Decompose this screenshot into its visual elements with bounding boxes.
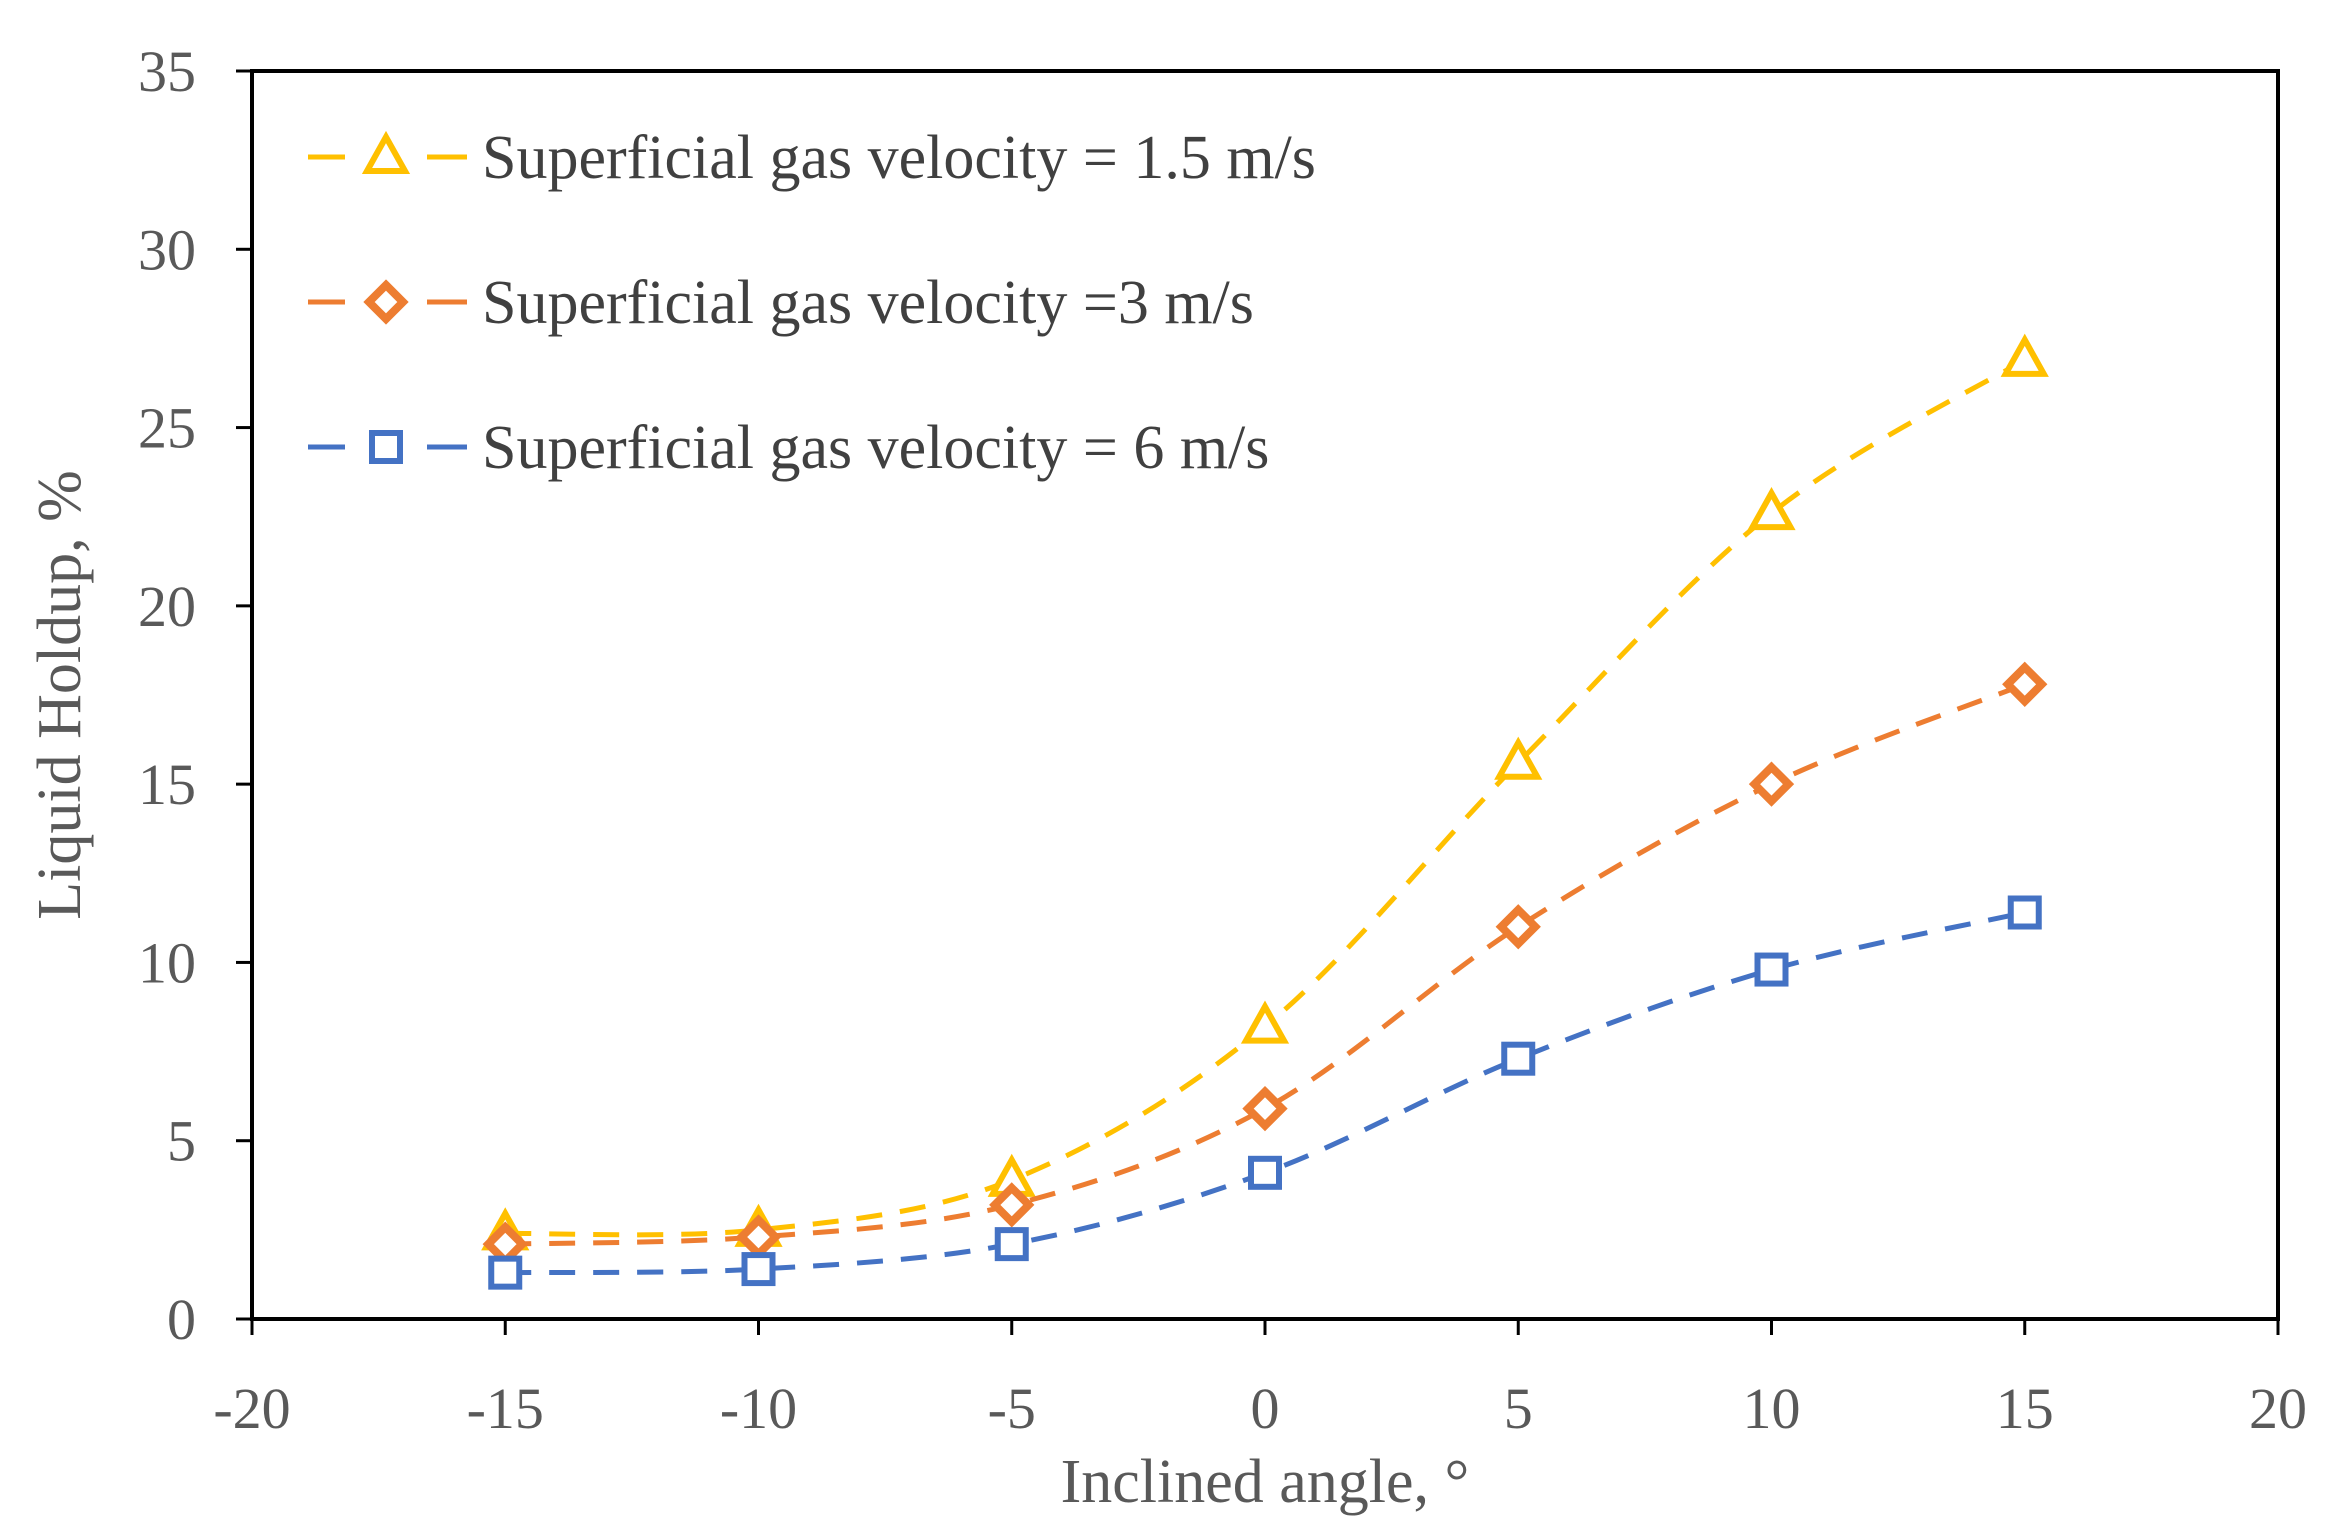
y-tick-label: 5 xyxy=(167,1109,196,1174)
legend-label: Superficial gas velocity = 6 m/s xyxy=(482,414,1269,482)
series-layer xyxy=(481,333,2049,1290)
x-tick-label: 5 xyxy=(1504,1376,1533,1441)
x-axis-ticks: -20 -15 -10 -5 0 5 10 15 20 xyxy=(213,1319,2307,1441)
x-tick-label: -20 xyxy=(213,1376,290,1441)
data-point-square xyxy=(1501,1041,1536,1076)
data-point-triangle xyxy=(2000,333,2049,377)
x-tick-label: -10 xyxy=(720,1376,797,1441)
data-point-square xyxy=(2007,895,2042,930)
y-tick-label: 0 xyxy=(167,1287,196,1352)
data-point-diamond xyxy=(1495,904,1541,950)
data-point-triangle xyxy=(1494,736,1543,780)
legend: Superficial gas velocity = 1.5 m/s Superf… xyxy=(308,124,1316,482)
legend-item-diamond: Superficial gas velocity =3 m/s xyxy=(308,269,1254,337)
legend-label: Superficial gas velocity = 1.5 m/s xyxy=(482,124,1316,192)
y-axis-ticks: 0 5 10 15 20 25 30 35 xyxy=(138,39,252,1352)
data-point-square xyxy=(1754,952,1789,987)
legend-marker-square xyxy=(369,430,403,464)
x-tick-label: 20 xyxy=(2249,1376,2307,1441)
x-tick-label: -5 xyxy=(988,1376,1036,1441)
data-point-triangle xyxy=(1240,1000,1290,1044)
legend-item-triangle: Superficial gas velocity = 1.5 m/s xyxy=(308,124,1316,192)
data-point-square xyxy=(741,1252,776,1287)
plot-area-frame xyxy=(250,69,2280,1321)
y-tick-label: 35 xyxy=(138,39,196,104)
series-square xyxy=(488,895,2042,1290)
y-tick-label: 20 xyxy=(138,574,196,639)
y-tick-label: 10 xyxy=(138,930,196,995)
legend-label: Superficial gas velocity =3 m/s xyxy=(482,269,1254,337)
series-line-triangle xyxy=(505,357,2027,1238)
y-axis-title: Liquid Holdup, % xyxy=(26,470,94,919)
y-tick-label: 15 xyxy=(138,752,196,817)
x-axis-title: Inclined angle, ° xyxy=(1061,1448,1470,1516)
data-point-diamond xyxy=(1242,1085,1288,1132)
legend-marker-diamond xyxy=(363,279,409,325)
y-tick-label: 25 xyxy=(138,396,196,461)
x-tick-label: 15 xyxy=(1996,1376,2054,1441)
data-point-diamond xyxy=(989,1182,1035,1228)
data-point-square xyxy=(994,1227,1029,1262)
legend-item-square: Superficial gas velocity = 6 m/s xyxy=(308,414,1269,482)
data-point-triangle xyxy=(1747,486,1796,531)
legend-marker-triangle xyxy=(361,130,411,174)
y-tick-label: 30 xyxy=(138,217,196,282)
data-point-square xyxy=(488,1255,523,1290)
x-tick-label: 10 xyxy=(1743,1376,1801,1441)
x-tick-label: 0 xyxy=(1251,1376,1280,1441)
series-triangle xyxy=(481,333,2049,1251)
data-point-diamond xyxy=(1748,761,1795,807)
x-tick-label: -15 xyxy=(467,1376,544,1441)
series-diamond xyxy=(482,661,2048,1267)
data-point-diamond xyxy=(2002,661,2048,707)
data-point-square xyxy=(1248,1155,1282,1190)
